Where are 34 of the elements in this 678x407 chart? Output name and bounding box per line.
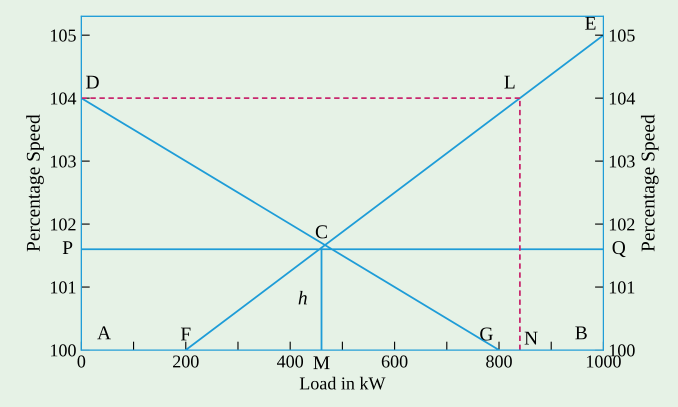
x-axis-title: Load in kW [300, 376, 386, 390]
x-tick-label: 1000 [586, 355, 621, 368]
y2-tick-label: 105 [610, 29, 635, 42]
annotation: E [585, 16, 596, 30]
annotation: B [575, 326, 587, 340]
annotation: h [298, 290, 307, 304]
annotation: C [316, 225, 327, 238]
annotation: L [504, 76, 515, 88]
y2-tick-label: 104 [610, 92, 636, 105]
annotation: N [524, 332, 538, 344]
y-tick-label: 100 [51, 344, 76, 356]
x-tick-label: 200 [173, 355, 199, 368]
x-tick-label: 400 [276, 355, 304, 368]
y2-tick-label: 102 [610, 218, 634, 231]
y-axis-title: Percentage Speed [26, 114, 44, 252]
annotation: F [180, 328, 190, 340]
y2-tick-label: 101 [610, 281, 634, 294]
x-tick-label: 0 [78, 355, 86, 368]
y-tick-label: 102 [51, 218, 76, 231]
y-tick-label: 101 [51, 281, 76, 294]
y2-tick-label: 103 [610, 155, 635, 168]
annotation: P [62, 241, 72, 254]
y2-tick-label: 100 [610, 344, 635, 356]
annotation: A [97, 326, 111, 340]
annotation: G [480, 327, 493, 341]
annotation: M [313, 356, 330, 370]
y2-axis-title: Percentage Speed [640, 114, 659, 252]
x-tick-label: 600 [382, 355, 408, 368]
y-tick-label: 103 [51, 155, 76, 168]
annotation: Q [612, 241, 626, 258]
annotation: D [86, 76, 99, 88]
y-tick-label: 104 [51, 92, 76, 105]
x-tick-label: 800 [486, 355, 512, 368]
y-tick-label: 105 [51, 29, 76, 42]
